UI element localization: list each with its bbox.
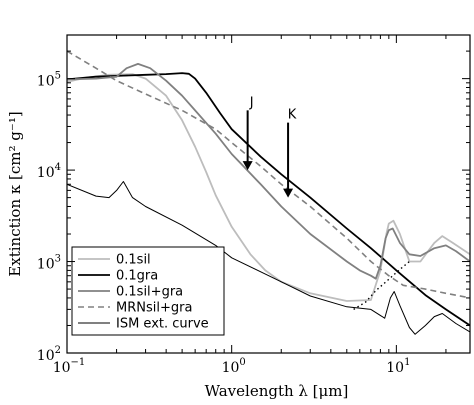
legend-entry: ISM ext. curve bbox=[116, 317, 209, 332]
legend-entry: MRNsil+gra bbox=[116, 301, 192, 316]
x-tick-label: 101 bbox=[386, 357, 410, 376]
legend-entry: 0.1gra bbox=[116, 269, 158, 284]
annotations: JK bbox=[242, 95, 297, 198]
plot-area bbox=[67, 50, 470, 335]
series-line-5 bbox=[353, 260, 410, 310]
y-axis-label: Extinction κ [cm² g⁻¹] bbox=[6, 111, 24, 276]
y-tick-label: 104 bbox=[37, 162, 61, 181]
x-tick-label: 100 bbox=[222, 357, 246, 376]
series-line-0 bbox=[67, 73, 470, 302]
annotation-label: J bbox=[249, 95, 254, 110]
series-line-4 bbox=[67, 181, 470, 335]
annotation-arrowhead bbox=[242, 161, 253, 171]
series-line-3 bbox=[67, 50, 470, 299]
y-tick-label: 103 bbox=[37, 254, 61, 273]
legend-entry: 0.1sil+gra bbox=[116, 285, 183, 300]
series-line-1 bbox=[67, 72, 470, 327]
annotation-arrowhead bbox=[283, 188, 294, 198]
x-axis-label: Wavelength λ [μm] bbox=[205, 382, 349, 400]
x-tick-label: 10−1 bbox=[53, 357, 86, 376]
y-tick-label: 105 bbox=[37, 71, 61, 90]
legend-entry: 0.1sil bbox=[116, 253, 151, 268]
plot-frame bbox=[66, 34, 471, 354]
series-line-2 bbox=[67, 63, 470, 280]
annotation-label: K bbox=[288, 108, 297, 123]
